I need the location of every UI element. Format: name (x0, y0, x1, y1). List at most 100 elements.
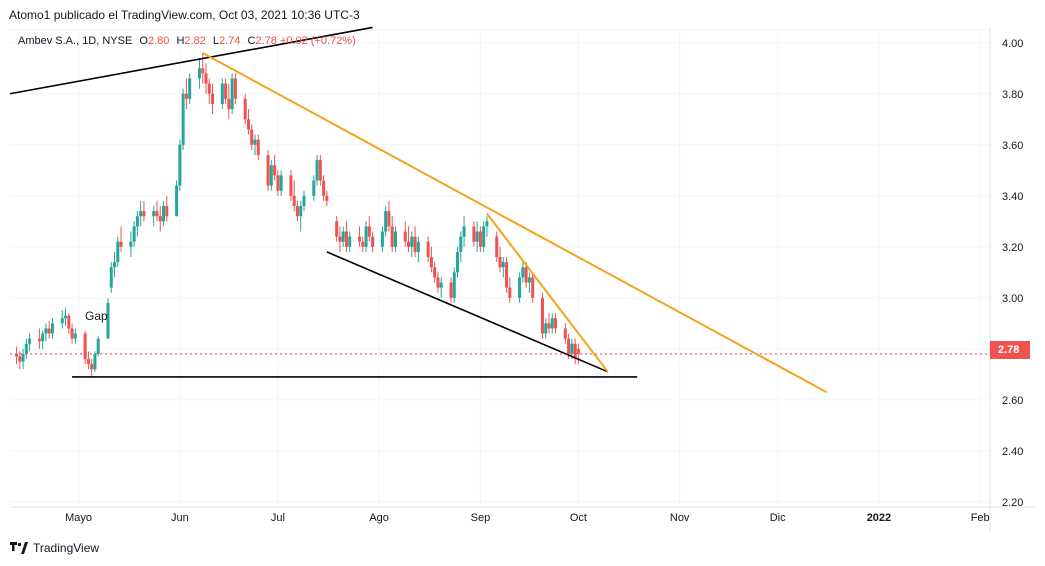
symbol-legend: Ambev S.A., 1D, NYSE O2.80 H2.82 L2.74 C… (18, 35, 356, 47)
trendlines[interactable] (9, 26, 828, 394)
candle-body (361, 241, 365, 247)
time-tick-label: Oct (570, 512, 587, 524)
candle-body (475, 231, 479, 242)
candle-body (83, 333, 87, 360)
candle-body (498, 257, 502, 268)
candle-body (567, 338, 571, 354)
candle-body (165, 206, 169, 217)
candle-body (230, 78, 234, 110)
candle-body (67, 315, 71, 329)
candle-body (197, 68, 201, 79)
gap-annotation: Gap (85, 309, 108, 323)
price-axis[interactable]: 4.003.803.603.403.203.002.802.602.402.20 (1002, 38, 1023, 509)
price-tick-label: 2.60 (1002, 395, 1023, 407)
candle-body (188, 78, 192, 99)
candle-body (21, 353, 25, 362)
high-label: H (176, 35, 185, 47)
candle-body (246, 119, 250, 130)
close-label: C (247, 35, 256, 47)
candle-body (96, 338, 100, 354)
candle-body (119, 241, 123, 247)
candle-body (113, 262, 117, 268)
footer-label: TradingView (33, 541, 100, 555)
candle-body (302, 195, 306, 207)
candle-body (563, 328, 567, 339)
candle-body (15, 353, 19, 357)
candle-body (449, 282, 453, 298)
candle-body (508, 287, 512, 298)
candle-body (459, 236, 463, 252)
low-label: L (212, 35, 219, 47)
time-tick-label: Nov (670, 512, 690, 524)
candle-body (233, 78, 237, 99)
candle-body (312, 180, 316, 196)
chart-frame (10, 28, 1035, 532)
candle-body (478, 231, 482, 247)
candle-body (44, 328, 48, 334)
candle-body (37, 338, 41, 342)
candle-body (452, 272, 456, 298)
time-tick-label: Mayo (65, 512, 92, 524)
price-tick-label: 3.60 (1002, 140, 1023, 152)
price-tick-label: 2.20 (1002, 497, 1023, 509)
close-value: 2.78 (255, 35, 277, 47)
candle-body (135, 216, 139, 227)
candle-body (269, 165, 273, 186)
candle-body (554, 318, 558, 329)
price-tick-label: 3.40 (1002, 191, 1023, 203)
price-tick-label: 3.00 (1002, 293, 1023, 305)
grid (10, 30, 990, 507)
candle-body (322, 180, 326, 196)
candle-body (573, 343, 577, 360)
candle-body (380, 231, 384, 247)
candle-body (410, 236, 414, 247)
candle-body (50, 323, 54, 334)
candle-body (220, 83, 224, 104)
candle-body (439, 282, 443, 288)
candle-body (570, 343, 574, 354)
candle-body (47, 328, 51, 334)
candle-body (413, 236, 417, 252)
candle-body (344, 231, 348, 247)
candle-body (64, 315, 68, 319)
candle-body (384, 211, 388, 232)
candle-body (407, 241, 411, 247)
price-tick-label: 3.20 (1002, 242, 1023, 254)
candle-body (544, 323, 548, 334)
time-axis[interactable]: Mayo Jun Jul Ago Sep Oct Nov Dic 2022 Feb (65, 512, 990, 524)
candle-body (273, 165, 277, 176)
candle-body (41, 333, 45, 342)
price-tick-label: 3.80 (1002, 89, 1023, 101)
change-value: +0.02 (+0.72%) (279, 35, 356, 47)
candle-body (289, 175, 293, 196)
candle-body (211, 93, 215, 104)
price-tick-label: 2.40 (1002, 446, 1023, 458)
candle-body (139, 211, 143, 217)
candle-body (295, 206, 299, 217)
candle-body (540, 297, 544, 334)
candle-body (576, 348, 580, 354)
candle-body (70, 328, 74, 339)
candle-body (501, 262, 505, 268)
candle-body (162, 206, 166, 222)
candle-body (416, 241, 420, 252)
candle-body (367, 226, 371, 237)
candle-body (266, 154, 270, 186)
candle-body (178, 144, 182, 186)
time-tick-label: Jul (271, 512, 285, 524)
candle-body (299, 206, 303, 217)
candle-body (335, 221, 339, 237)
candle-body (155, 211, 159, 217)
candle-body (527, 277, 531, 283)
candle-body (132, 226, 136, 242)
open-value: 2.80 (147, 35, 170, 47)
orange-trendline (486, 213, 609, 373)
candle-body (204, 73, 208, 84)
candle-body (547, 323, 551, 329)
candle-body (393, 231, 397, 247)
candle-body (387, 211, 391, 227)
candle-body (158, 216, 162, 222)
last-price-badge: 2.78 (990, 341, 1030, 359)
candle-body (325, 195, 329, 201)
